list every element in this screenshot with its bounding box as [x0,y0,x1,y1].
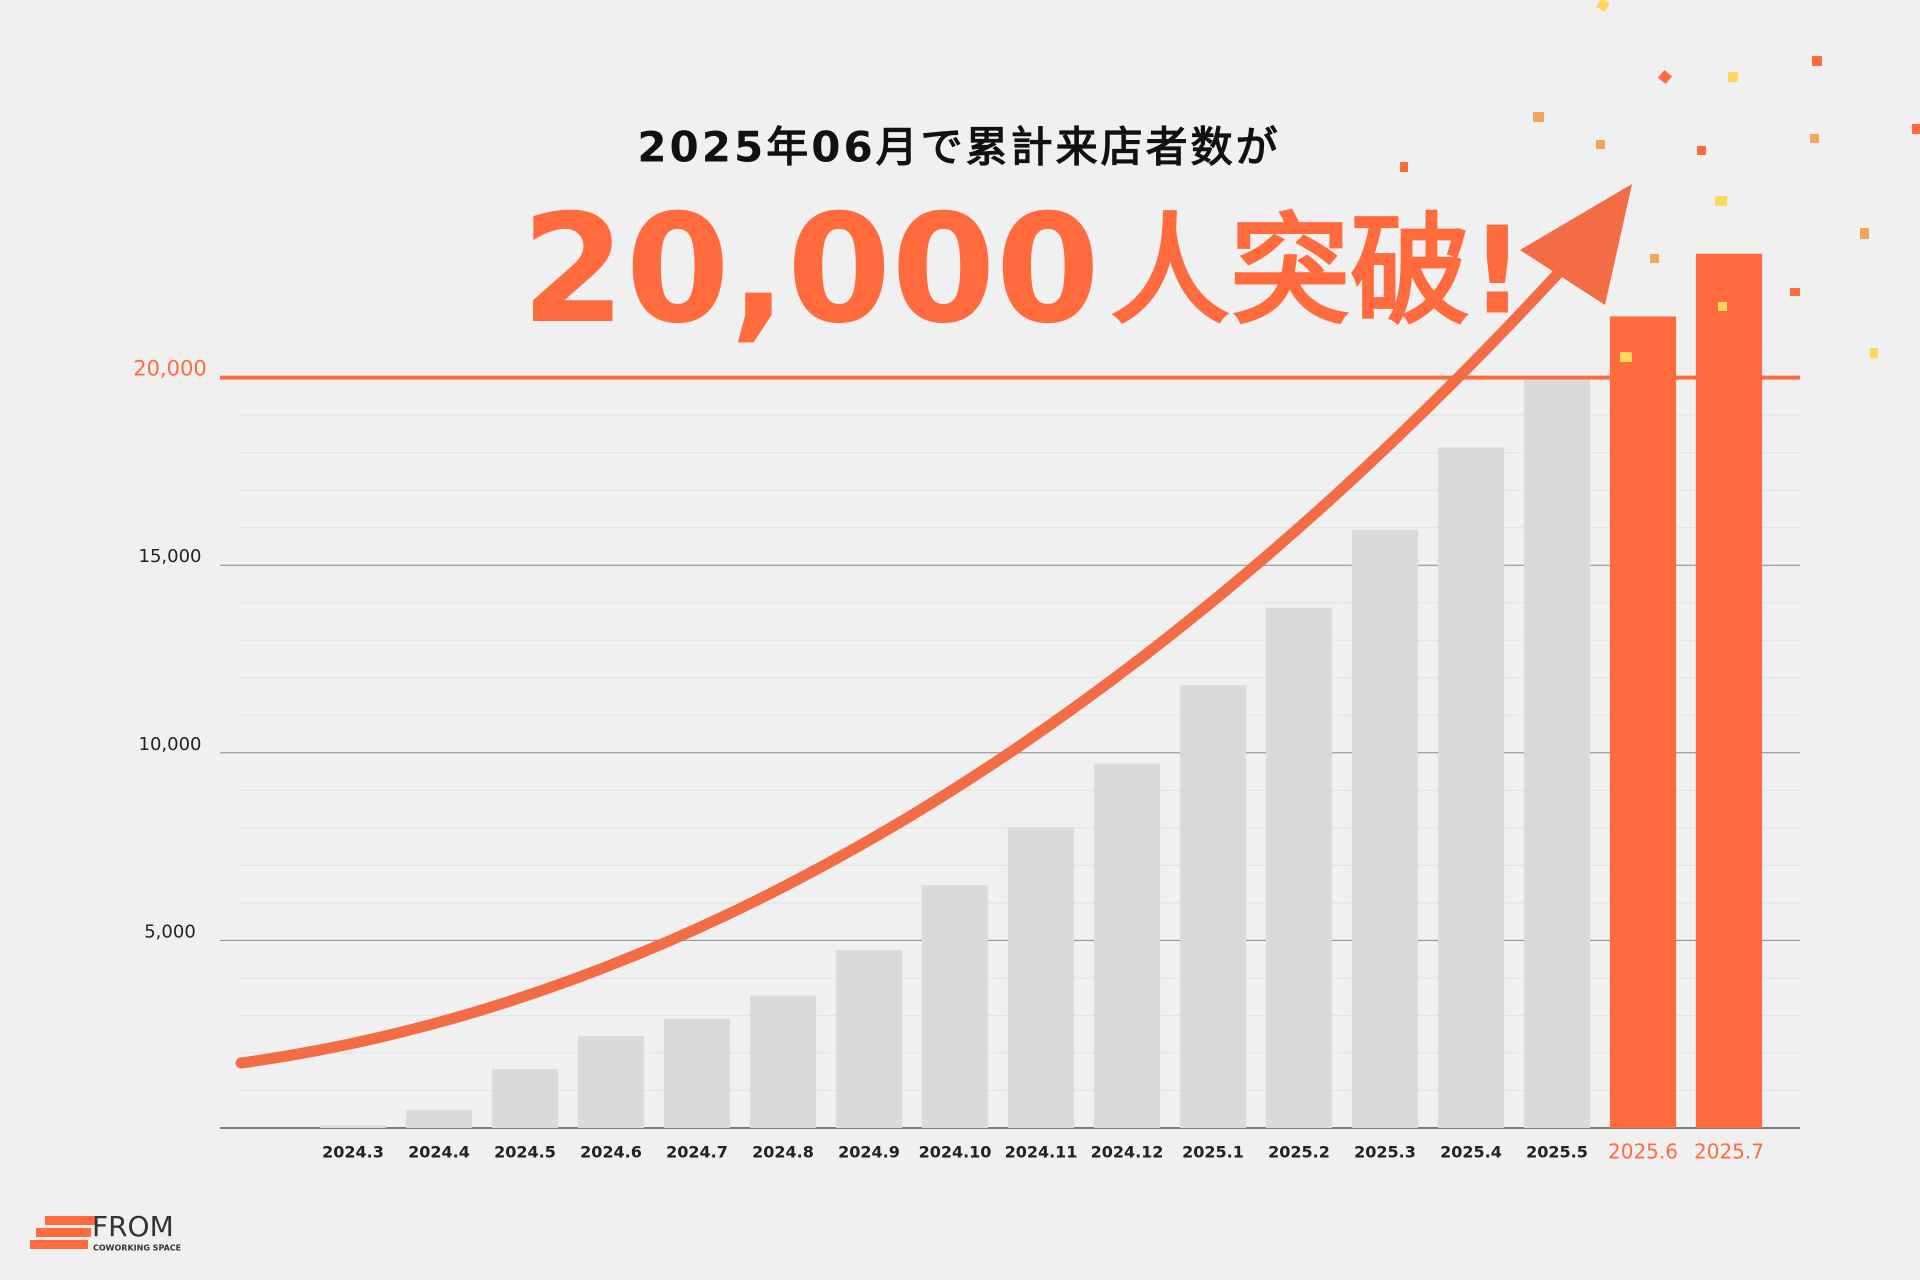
x-tick-label: 2024.9 [838,1143,900,1162]
confetti-piece [1718,302,1727,311]
logo-mark [36,1228,91,1237]
x-tick-label: 2024.8 [752,1143,814,1162]
y-tick-label: 20,000 [133,357,206,381]
headline-text: 人突破! [1110,203,1525,342]
bar [749,995,817,1128]
confetti-piece [1596,0,1610,12]
confetti-piece [1810,134,1819,143]
x-tick-label: 2025.3 [1354,1143,1416,1162]
x-tick-label: 2024.11 [1005,1143,1078,1162]
confetti-piece [1870,348,1878,358]
bar [1007,827,1075,1128]
logo-mark [45,1216,95,1225]
y-tick-label: 10,000 [139,734,202,755]
chart-title: 2025年06月で累計来店者数が [637,123,1280,172]
bar [1265,607,1333,1128]
bar [1609,316,1677,1129]
bar [1351,529,1419,1128]
x-tick-label: 2024.4 [408,1143,470,1162]
x-tick-label: 2025.1 [1182,1143,1244,1162]
x-tick-label: 2025.5 [1526,1143,1588,1162]
arrow-head [1520,184,1632,305]
confetti [1400,0,1920,362]
x-tick-label: 2025.6 [1608,1140,1678,1164]
x-tick-label: 2024.6 [580,1143,642,1162]
bars: 2024.3 2024.4 2024.5 2024.6 2024.7 2024.8 2024… [319,253,1764,1164]
confetti-piece [1657,69,1673,85]
bar [1523,379,1591,1128]
bar [921,885,989,1128]
x-tick-label: 2025.7 [1694,1140,1764,1164]
confetti-piece [1860,228,1869,239]
confetti-piece [1697,146,1706,155]
bar [319,1125,387,1128]
confetti-piece [1912,124,1920,134]
y-tick-label: 15,000 [139,546,202,567]
bar [1695,253,1763,1128]
x-tick-label: 2024.3 [322,1143,384,1162]
headline-number: 20,000 [521,183,1100,357]
bar [577,1036,645,1128]
confetti-piece [1400,162,1408,172]
confetti-piece [1728,72,1738,82]
confetti-piece [1620,352,1632,362]
x-tick-label: 2024.5 [494,1143,556,1162]
bar [491,1069,559,1128]
x-tick-label: 2024.12 [1091,1143,1164,1162]
confetti-piece [1715,196,1727,206]
confetti-piece [1812,56,1822,66]
arrow [235,184,1632,1069]
confetti-piece [1790,288,1800,296]
logo-mark [30,1240,88,1249]
arrow-shaft [235,249,1581,1069]
x-tick-label: 2024.10 [919,1143,992,1162]
x-tick-label: 2025.2 [1268,1143,1330,1162]
logo-subtitle: COWORKING SPACE [93,1244,181,1253]
x-tick-label: 2025.4 [1440,1143,1502,1162]
bar [1179,685,1247,1128]
bar [405,1109,473,1128]
bar [835,950,903,1128]
confetti-piece [1533,112,1544,122]
bar [1437,447,1505,1128]
y-tick-label: 5,000 [144,921,196,942]
logo: FROM COWORKING SPACE [30,1210,181,1253]
confetti-piece [1650,254,1659,263]
bar [663,1018,731,1128]
confetti-piece [1596,140,1605,149]
x-tick-label: 2024.7 [666,1143,728,1162]
bar [1093,763,1161,1128]
logo-text: FROM [92,1210,174,1243]
